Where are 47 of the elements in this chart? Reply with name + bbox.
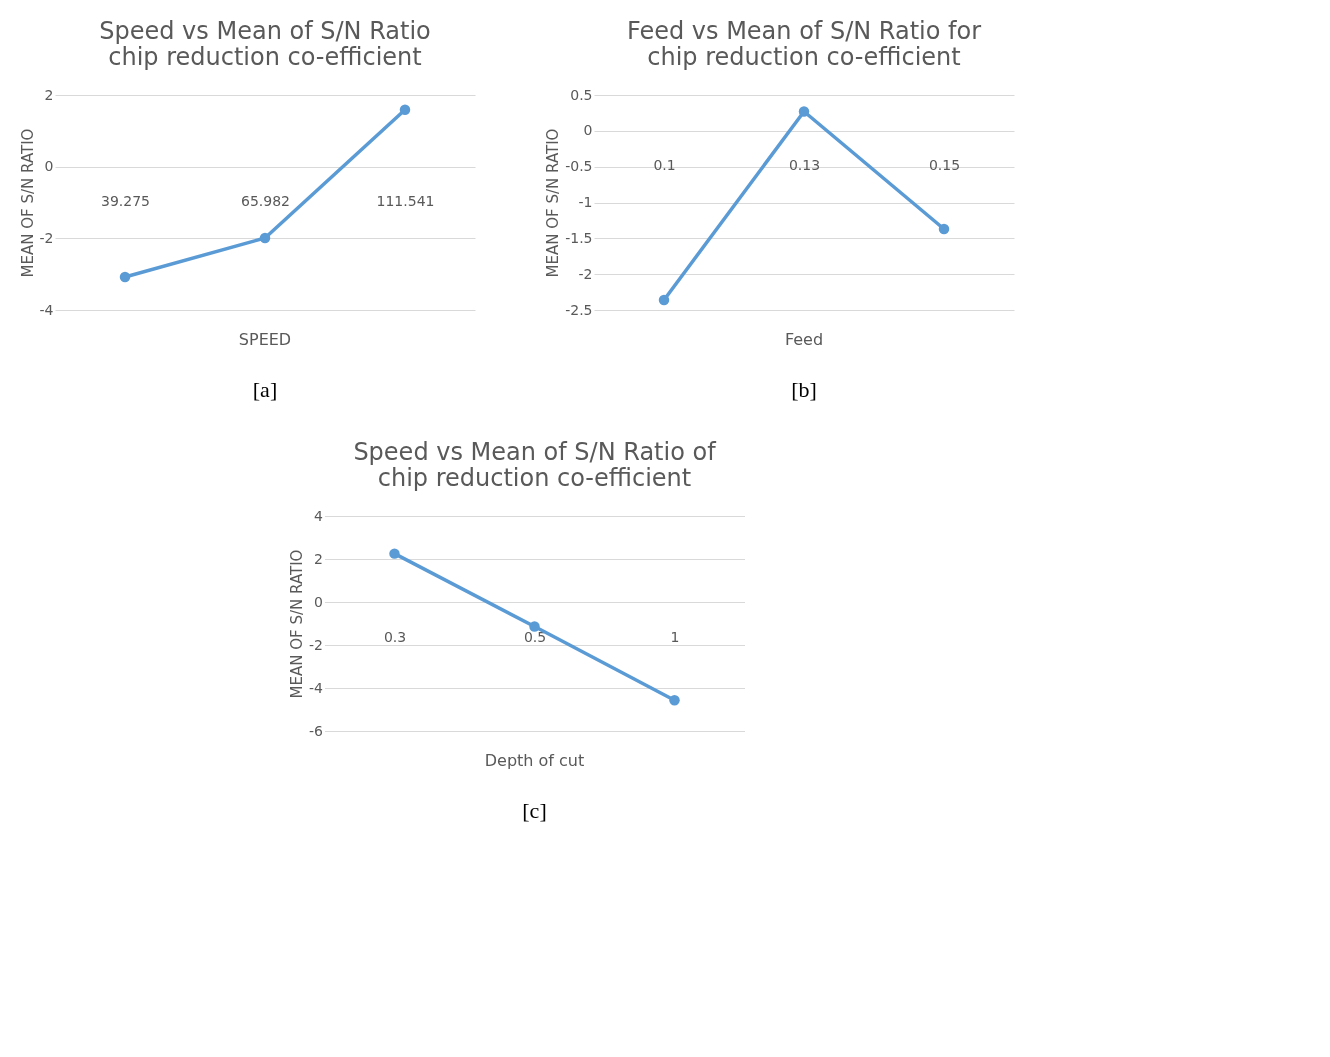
x-axis-title: Depth of cut xyxy=(484,751,585,770)
x-axis-title: SPEED xyxy=(238,330,292,349)
y-axis-title: MEAN OF S/N RATIO xyxy=(18,128,37,278)
point xyxy=(658,294,670,306)
text: [b] xyxy=(791,377,817,402)
y-tick-label: -6 xyxy=(309,722,324,739)
point xyxy=(529,621,540,632)
point xyxy=(399,104,411,115)
x-tick-label: 0.13 xyxy=(788,157,821,174)
y-tick-label: 0 xyxy=(583,122,593,139)
x-tick-label: 39.275 xyxy=(101,193,150,210)
point xyxy=(119,271,131,283)
point xyxy=(669,695,680,706)
y-tick-label: 0.5 xyxy=(570,86,593,103)
y-tick-label: 2 xyxy=(314,550,323,567)
y-tick-label: 0 xyxy=(44,158,54,175)
x-tick-label: 111.541 xyxy=(376,193,435,210)
y-tick-label: -2 xyxy=(39,229,54,246)
y-tick-label: -2 xyxy=(309,636,323,653)
chart-title: Feed vs Mean of S/N Ratio for chip reduction co-efficient xyxy=(626,17,982,71)
x-tick-label: 0.15 xyxy=(928,157,961,174)
text: [a] xyxy=(252,377,278,402)
y-tick-label: -4 xyxy=(39,301,54,318)
y-tick-label: 4 xyxy=(314,507,324,524)
point xyxy=(938,223,950,235)
y-tick-label: -2 xyxy=(578,265,593,282)
point xyxy=(389,548,400,559)
y-tick-label: -1 xyxy=(578,194,593,210)
y-axis-title: MEAN OF S/N RATIO xyxy=(288,549,307,699)
point xyxy=(259,232,271,244)
y-axis-title: MEAN OF S/N RATIO xyxy=(544,128,563,278)
text: [c] xyxy=(522,798,547,823)
y-tick-label: 0 xyxy=(314,593,323,610)
y-tick-label: -1.5 xyxy=(565,229,593,246)
y-tick-label: -4 xyxy=(309,679,324,696)
point xyxy=(798,106,810,117)
chart-title: Speed vs Mean of S/N Ratio chip reduction co-efficient xyxy=(99,17,431,71)
x-tick-label: 0.3 xyxy=(383,628,407,645)
chart-title: Speed vs Mean of S/N Ratio of chip reduction co-efficient xyxy=(353,438,717,492)
y-tick-label: -0.5 xyxy=(565,158,593,175)
x-tick-label: 0.5 xyxy=(523,628,547,645)
y-tick-label: -2.5 xyxy=(565,301,593,318)
x-axis-title: Feed xyxy=(784,330,824,349)
x-tick-label: 1 xyxy=(670,628,680,645)
x-tick-label: 65.982 xyxy=(241,193,290,210)
y-tick-label: 2 xyxy=(44,86,54,103)
x-tick-label: 0.1 xyxy=(653,157,676,174)
